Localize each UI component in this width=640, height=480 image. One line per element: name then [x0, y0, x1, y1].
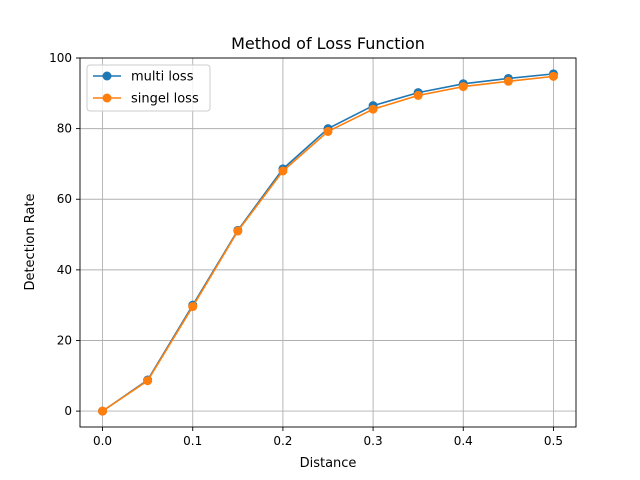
x-ticks: 0.0 0.1 0.2 0.3 0.4 0.5 — [93, 427, 563, 448]
y-ticks: 0 20 40 60 80 100 — [49, 51, 80, 418]
y-tick-label: 60 — [57, 192, 72, 206]
data-point — [503, 76, 513, 86]
y-tick-label: 0 — [64, 404, 72, 418]
y-tick-label: 100 — [49, 51, 72, 65]
x-tick-label: 0.3 — [364, 434, 383, 448]
legend-label: singel loss — [131, 92, 199, 107]
x-tick-label: 0.4 — [454, 434, 473, 448]
x-tick-label: 0.1 — [183, 434, 202, 448]
data-point — [98, 406, 108, 416]
y-axis-label: Detection Rate — [23, 193, 38, 290]
plot-frame — [79, 57, 577, 428]
chart-title: Method of Loss Function — [231, 34, 425, 53]
data-point — [548, 71, 558, 81]
legend-label: multi loss — [131, 70, 194, 85]
legend: multi loss singel loss — [86, 64, 211, 112]
data-point — [278, 166, 288, 176]
data-point — [233, 226, 243, 236]
series-multi-loss — [98, 69, 558, 416]
data-point — [188, 302, 198, 312]
x-tick-label: 0.2 — [273, 434, 292, 448]
legend-marker — [102, 93, 112, 103]
axes — [79, 57, 577, 428]
grid — [80, 57, 576, 427]
data-point — [323, 126, 333, 136]
x-axis-label: Distance — [300, 456, 357, 471]
series-layer — [98, 69, 558, 416]
data-point — [458, 82, 468, 92]
x-tick-label: 0.5 — [544, 434, 563, 448]
data-point — [143, 376, 153, 386]
y-tick-label: 80 — [57, 122, 72, 136]
y-tick-label: 20 — [57, 333, 72, 347]
data-point — [413, 90, 423, 100]
legend-marker — [102, 71, 112, 81]
x-tick-label: 0.0 — [93, 434, 112, 448]
series-singel-loss — [98, 71, 558, 416]
data-point — [368, 104, 378, 114]
y-tick-label: 40 — [57, 263, 72, 277]
